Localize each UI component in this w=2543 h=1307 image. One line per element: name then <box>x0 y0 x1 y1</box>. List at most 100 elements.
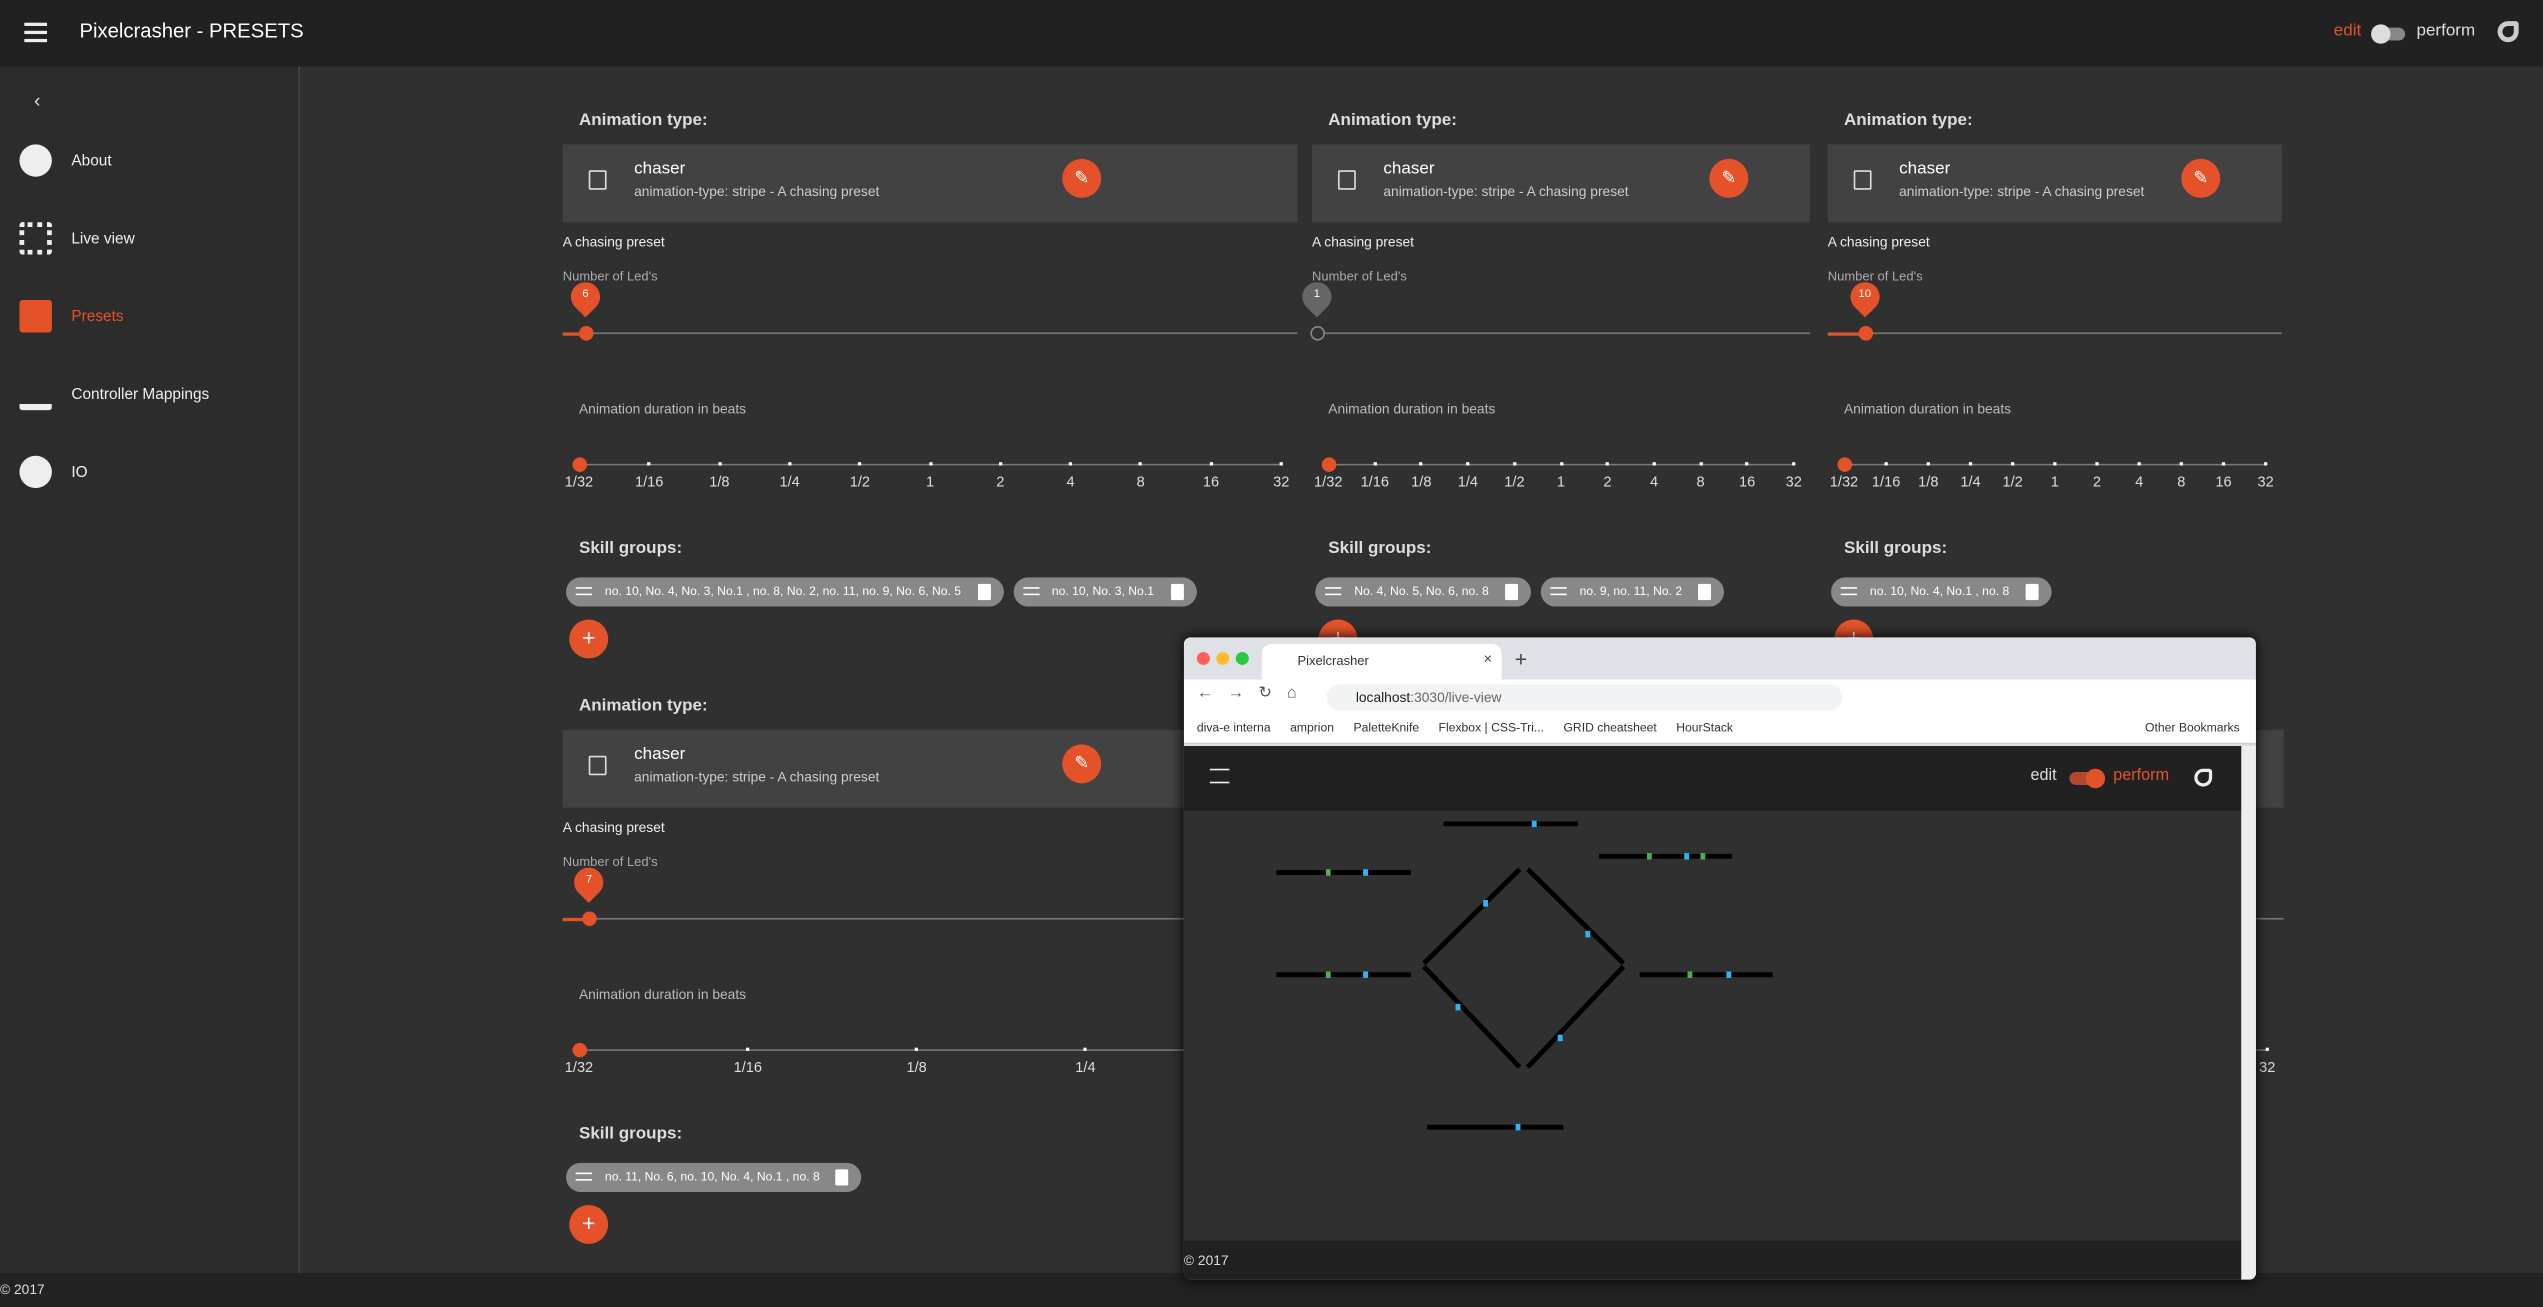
bookmark[interactable]: PaletteKnife <box>1353 720 1420 735</box>
duration-tick <box>1968 462 1973 466</box>
mode-edit[interactable]: edit <box>2333 21 2362 41</box>
footer-text: © 2017 <box>0 1281 45 1298</box>
duration-tick <box>2053 462 2057 466</box>
edit-button[interactable]: ✎ <box>1062 158 1102 198</box>
window-control[interactable] <box>1196 651 1210 665</box>
led <box>1557 1034 1563 1042</box>
duration-tick <box>858 462 862 466</box>
mode-perform[interactable]: perform <box>2416 21 2476 41</box>
duration-tick <box>788 462 792 466</box>
duration-tick <box>1884 462 1888 466</box>
bookmark[interactable]: HourStack <box>1676 720 1734 735</box>
add-skill-button[interactable]: + <box>569 619 609 659</box>
edit-button[interactable]: ✎ <box>1709 158 1749 198</box>
led <box>1687 971 1693 978</box>
add-skill-button[interactable]: + <box>569 1204 609 1244</box>
nav-buttons[interactable]: ←→↻⌂ <box>1196 684 1312 703</box>
window-control[interactable] <box>1216 651 1230 665</box>
duration-tick <box>2221 462 2226 466</box>
duration-tick-label: 1/4 <box>1960 473 1981 490</box>
sidebar-item[interactable]: IO <box>71 463 88 482</box>
sidebar-item[interactable]: Live view <box>71 230 135 249</box>
led <box>1515 1123 1521 1131</box>
inner-footer <box>1183 1240 2242 1280</box>
browser-window: Pixelcrasher × + ←→↻⌂ localhost:3030/live-vi… <box>1183 637 2256 1280</box>
duration-tick <box>1279 462 1283 466</box>
duration-tick <box>1083 1047 1088 1051</box>
chip-delete[interactable] <box>1698 583 1712 601</box>
skill-chip[interactable]: no. 9, no. 11, No. 2 <box>1540 577 1725 607</box>
preset-description: A chasing preset <box>1827 233 1930 250</box>
inner-perform[interactable]: perform <box>2113 767 2170 785</box>
led <box>1483 900 1489 907</box>
duration-label: Animation duration in beats <box>578 400 747 417</box>
slider-track <box>1827 332 2282 335</box>
slider-thumb[interactable] <box>1858 325 1873 341</box>
duration-tick-label: 32 <box>2259 1059 2276 1076</box>
chip-handle <box>1022 587 1039 596</box>
duration-label: Animation duration in beats <box>1843 400 2012 417</box>
tab-close[interactable]: × <box>1483 650 1493 667</box>
settings-button[interactable] <box>2497 21 2519 43</box>
duration-tick-label: 8 <box>1136 473 1145 490</box>
duration-tick <box>1926 462 1930 466</box>
url-bar[interactable]: localhost:3030/live-view <box>1326 684 1843 711</box>
duration-tick <box>928 462 932 466</box>
other-bookmarks[interactable]: Other Bookmarks <box>2145 720 2240 735</box>
duration-tick-label: 2 <box>2092 473 2102 490</box>
led-stripe <box>1422 964 1522 1069</box>
bookmark[interactable]: diva-e interna <box>1196 720 1271 735</box>
skill-chip[interactable]: no. 11, No. 6, no. 10, No. 4, No.1 , no.… <box>566 1162 862 1193</box>
duration-tick-label: 1/8 <box>1411 473 1432 490</box>
skill-chip[interactable]: no. 10, No. 3, No.1 <box>1012 577 1197 607</box>
edit-button[interactable]: ✎ <box>2181 158 2221 198</box>
duration-thumb[interactable] <box>1837 457 1853 472</box>
inner-settings[interactable] <box>2194 768 2213 787</box>
duration-thumb[interactable] <box>572 1042 588 1058</box>
slider-thumb[interactable] <box>582 911 598 927</box>
window-control[interactable] <box>1235 651 1249 665</box>
skill-chip[interactable]: no. 10, No. 4, No. 3, No.1 , no. 8, No. … <box>566 577 1004 607</box>
duration-tick <box>1745 462 1749 466</box>
duration-tick-label: 1/32 <box>1829 473 1859 490</box>
duration-tick-label: 1/32 <box>564 1059 594 1076</box>
skill-chip[interactable]: no. 10, No. 4, No.1 , no. 8 <box>1831 577 2052 607</box>
chip-delete[interactable] <box>835 1169 849 1186</box>
bookmark[interactable]: GRID cheatsheet <box>1563 720 1657 735</box>
led <box>1325 869 1331 876</box>
duration-tick-label: 1/2 <box>849 473 870 490</box>
menu-button[interactable] <box>24 22 48 43</box>
slider-track <box>562 332 1298 335</box>
browser-tab[interactable]: Pixelcrasher × <box>1261 643 1502 680</box>
preset-icon <box>1853 170 1872 190</box>
slider-thumb[interactable] <box>578 325 594 341</box>
preset-name: chaser <box>1383 158 1435 179</box>
duration-tick-label: 16 <box>2215 473 2232 490</box>
sidebar-item[interactable]: About <box>71 152 112 171</box>
sidebar-item[interactable]: Controller Mappings <box>71 385 210 404</box>
skill-chip[interactable]: No. 4, No. 5, No. 6, no. 8 <box>1315 577 1531 607</box>
edit-button[interactable]: ✎ <box>1062 744 1102 784</box>
leds-label: Number of Led's <box>562 269 658 284</box>
duration-tick-label: 1/16 <box>1360 473 1389 490</box>
chip-delete[interactable] <box>1170 583 1184 601</box>
chip-delete[interactable] <box>1504 583 1518 601</box>
duration-thumb[interactable] <box>1321 457 1337 472</box>
bookmark[interactable]: Flexbox | CSS-Tri... <box>1438 720 1545 735</box>
slider-thumb[interactable] <box>1310 325 1326 341</box>
skill-label: Skill groups: <box>1843 538 1948 558</box>
sidebar-item[interactable]: Presets <box>71 308 124 326</box>
sidebar-collapse[interactable]: ‹ <box>34 89 41 112</box>
preset-subtitle: animation-type: stripe - A chasing prese… <box>1383 183 1629 200</box>
new-tab[interactable]: + <box>1514 647 1528 672</box>
chip-delete[interactable] <box>977 583 991 601</box>
led <box>1700 853 1706 860</box>
slider-fill <box>562 331 586 335</box>
bookmark[interactable]: amprion <box>1290 720 1335 735</box>
leds-label: Number of Led's <box>1827 269 1923 284</box>
inner-menu[interactable] <box>1209 768 1230 784</box>
inner-edit[interactable]: edit <box>2030 767 2057 785</box>
duration-tick-label: 1/8 <box>1918 473 1939 490</box>
chip-delete[interactable] <box>2025 583 2039 601</box>
duration-thumb[interactable] <box>572 457 588 472</box>
